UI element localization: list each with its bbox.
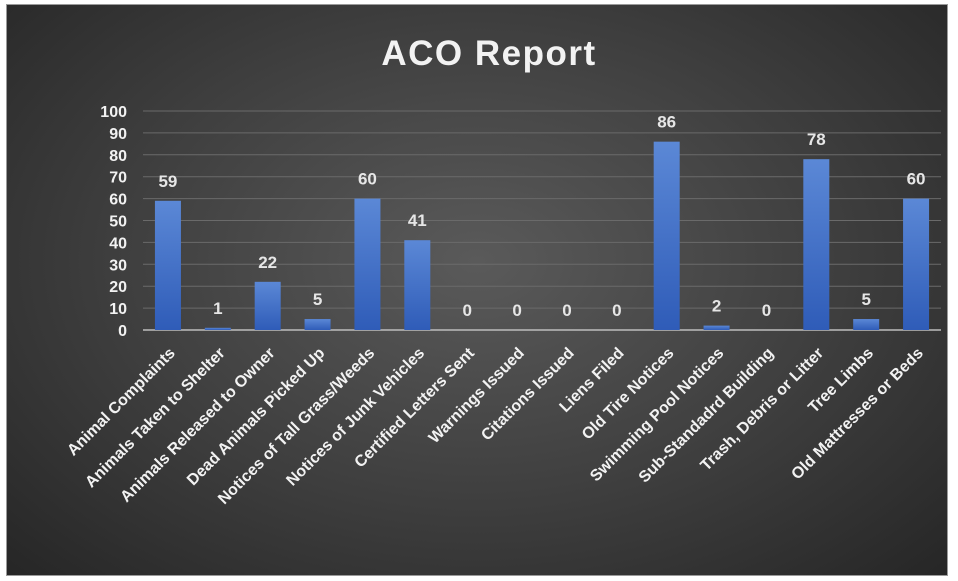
y-tick-label: 10 [109, 301, 127, 318]
data-label: 2 [712, 297, 721, 316]
data-label: 59 [158, 172, 177, 191]
y-tick-label: 90 [109, 126, 127, 143]
data-label: 86 [657, 113, 676, 132]
data-labels: 59 1 22 5 60 41 0 0 0 0 86 2 0 78 5 60 [158, 113, 925, 320]
bar [254, 281, 281, 330]
x-tick-label: Old Tire Notices [579, 345, 678, 444]
data-label: 41 [408, 211, 427, 230]
bar [803, 159, 830, 330]
y-tick-label: 30 [109, 257, 127, 274]
bar [404, 240, 431, 330]
y-axis-ticks: 0 10 20 30 40 50 60 70 80 90 100 [100, 104, 127, 340]
y-tick-label: 0 [118, 323, 127, 340]
bar [354, 198, 381, 330]
bar [154, 200, 181, 330]
y-tick-label: 60 [109, 192, 127, 209]
data-label: 0 [762, 301, 771, 320]
y-tick-label: 40 [109, 235, 127, 252]
data-label: 78 [807, 130, 826, 149]
y-tick-label: 80 [109, 148, 127, 165]
bar [703, 325, 730, 330]
x-tick-label: Citations Issued [478, 345, 577, 444]
data-label: 0 [512, 301, 521, 320]
bar [903, 198, 930, 330]
chart-title: ACO Report [381, 34, 596, 73]
data-label: 0 [462, 301, 471, 320]
data-label: 1 [213, 299, 222, 318]
data-label: 22 [258, 253, 277, 272]
data-label: 5 [861, 290, 870, 309]
bar [653, 141, 680, 330]
data-label: 0 [612, 301, 621, 320]
y-tick-label: 50 [109, 214, 127, 231]
chart-area: ACO Report 0 10 20 30 40 50 60 70 80 90 100 59 1 22 5… [6, 4, 948, 576]
data-label: 60 [907, 170, 926, 189]
x-tick-label: Warnings Issued [426, 345, 528, 447]
y-tick-label: 100 [100, 104, 127, 121]
y-tick-label: 70 [109, 170, 127, 187]
bar [204, 327, 231, 330]
data-label: 60 [358, 170, 377, 189]
y-tick-label: 20 [109, 279, 127, 296]
bar [304, 319, 331, 330]
bars [154, 141, 930, 330]
bar [853, 319, 880, 330]
data-label: 5 [313, 290, 322, 309]
data-label: 0 [562, 301, 571, 320]
